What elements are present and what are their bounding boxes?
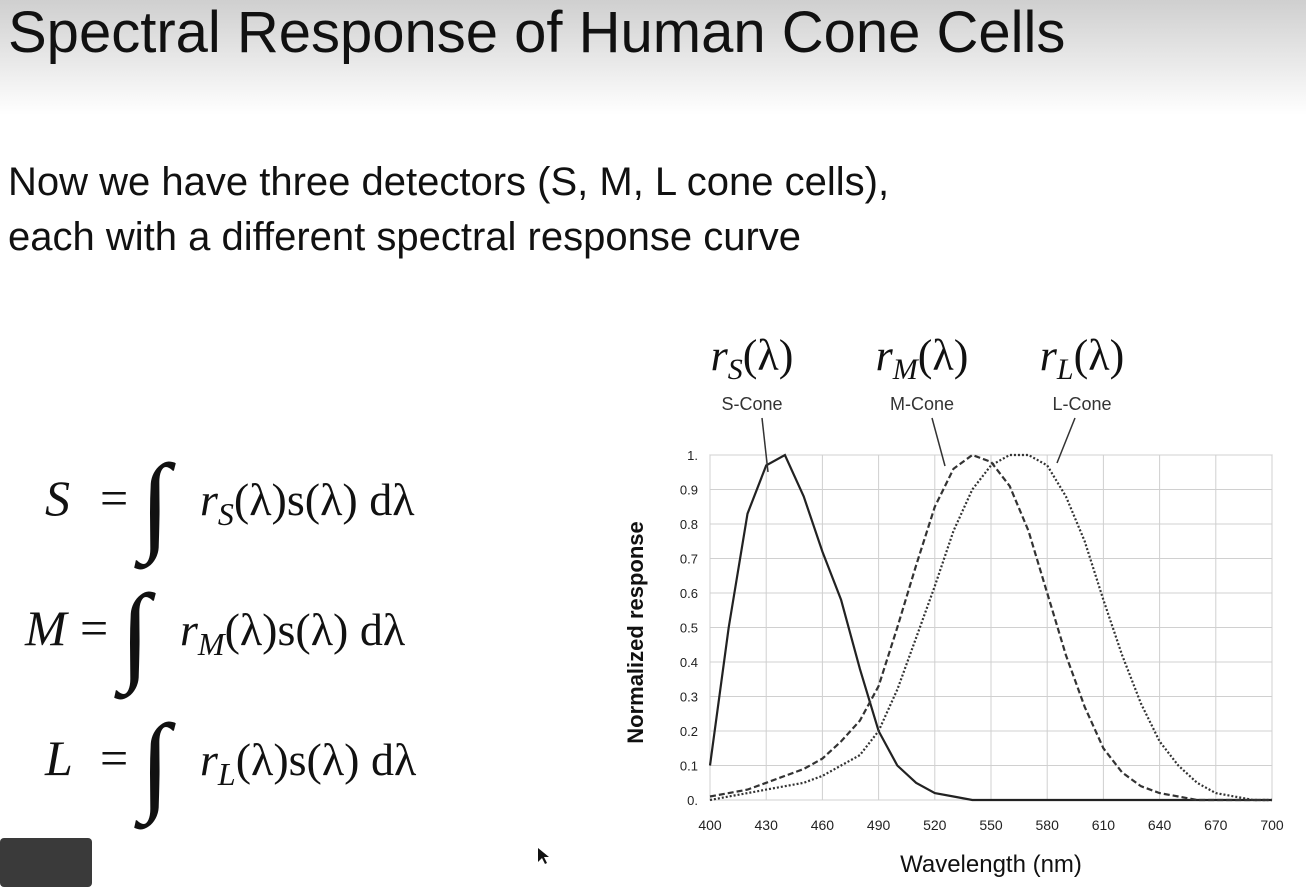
eq-sub: S [218, 496, 234, 532]
y-axis-label: Normalized response [623, 521, 648, 744]
eq-sub: M [197, 626, 227, 662]
y-tick-label: 1. [687, 448, 698, 463]
eq-rhs: rL(λ)s(λ) dλ [200, 734, 417, 792]
eq-integral: ∫ [134, 442, 176, 570]
math-sub: L [1056, 353, 1074, 386]
cursor [538, 848, 549, 864]
video-thumbnail [0, 838, 92, 887]
y-tick-label: 0.4 [680, 655, 698, 670]
math-fn: r [1040, 331, 1058, 380]
series-line [709, 453, 1272, 802]
math-arg: (λ) [743, 331, 794, 380]
eq-lhs: L [44, 730, 73, 786]
eq-rest: (λ)s(λ) dλ [234, 474, 415, 525]
leader-line [761, 417, 769, 473]
eq-fn: r [200, 734, 219, 785]
math-arg: (λ) [1074, 331, 1125, 380]
eq-lhs: S [45, 470, 70, 526]
y-tick-label: 0.7 [680, 552, 698, 567]
x-tick-label: 550 [979, 817, 1003, 833]
y-tick-label: 0.1 [680, 759, 698, 774]
x-tick-label: 640 [1148, 817, 1172, 833]
eq-rhs: rM(λ)s(λ) dλ [180, 604, 406, 662]
y-tick-label: 0.6 [680, 586, 698, 601]
math-fn: r [876, 331, 894, 380]
x-tick-label: 670 [1204, 817, 1228, 833]
x-tick-label: 430 [755, 817, 779, 833]
eq-fn: r [180, 604, 199, 655]
math-fn: r [711, 331, 729, 380]
eq-sign: = [100, 470, 128, 526]
math-arg: (λ) [918, 331, 969, 380]
series-line [708, 453, 1272, 802]
legend-label: L-Cone [1052, 394, 1111, 414]
y-tick-label: 0.9 [680, 483, 698, 498]
math-sub: M [892, 353, 920, 386]
x-tick-label: 520 [923, 817, 947, 833]
eq-sign: = [80, 600, 108, 656]
eq-integral: ∫ [114, 572, 156, 700]
eq-rest: (λ)s(λ) dλ [225, 604, 406, 655]
x-tick-label: 400 [698, 817, 722, 833]
y-tick-label: 0.2 [680, 724, 698, 739]
equations: S = ∫ rS(λ)s(λ) dλM = ∫ rM(λ)s(λ) dλL = ∫ rL(λ)s(… [24, 442, 417, 830]
legend-label: M-Cone [890, 394, 954, 414]
series-math-label: rM(λ) [876, 331, 969, 386]
eq-lhs: M [24, 600, 69, 656]
series-line [709, 453, 1272, 802]
eq-rhs: rS(λ)s(λ) dλ [200, 474, 415, 532]
x-tick-label: 490 [867, 817, 891, 833]
series-math-label: rS(λ) [711, 331, 794, 386]
y-tick-label: 0.3 [680, 690, 698, 705]
x-tick-label: 580 [1036, 817, 1060, 833]
chart: 0. 0.1 0.2 0.3 0.4 0.5 0.6 0.7 0.8 0.9 1. 400 430 460… [623, 331, 1284, 878]
x-axis-label: Wavelength (nm) [900, 851, 1082, 878]
legend-label: S-Cone [721, 394, 782, 414]
y-tick-label: 0.8 [680, 517, 698, 532]
series-math-label: rL(λ) [1040, 331, 1124, 386]
eq-rest: (λ)s(λ) dλ [236, 734, 417, 785]
y-tick-label: 0. [687, 793, 698, 808]
eq-fn: r [200, 474, 219, 525]
x-tick-label: 700 [1260, 817, 1284, 833]
slide-title: Spectral Response of Human Cone Cells [8, 0, 1065, 65]
leader-line [1056, 417, 1076, 464]
eq-integral: ∫ [134, 702, 176, 830]
body-text: Now we have three detectors (S, M, L con… [8, 160, 889, 204]
eq-sign: = [100, 730, 128, 786]
header-bg [0, 0, 1306, 115]
x-tick-label: 460 [811, 817, 835, 833]
x-tick-label: 610 [1092, 817, 1116, 833]
y-tick-label: 0.5 [680, 621, 698, 636]
leader-line [931, 417, 946, 467]
eq-sub: L [217, 756, 236, 792]
body-text: each with a different spectral response … [8, 215, 801, 259]
math-sub: S [728, 353, 743, 386]
